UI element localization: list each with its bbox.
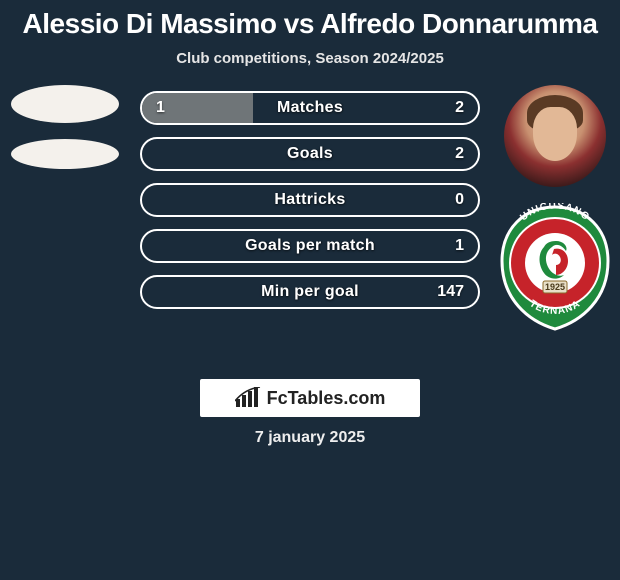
footer-date: 7 january 2025 [0, 429, 620, 447]
left-player-avatar-placeholder [11, 85, 119, 123]
subtitle: Club competitions, Season 2024/2025 [0, 50, 620, 67]
stat-row-matches: 1 Matches 2 [140, 91, 480, 125]
stat-right-value: 1 [455, 237, 464, 255]
stat-right-value: 147 [437, 283, 464, 301]
stat-label: Hattricks [142, 191, 478, 209]
stat-label: Min per goal [142, 283, 478, 301]
stat-rows: 1 Matches 2 Goals 2 Hattricks 0 Goals pe… [140, 91, 480, 309]
stat-label: Goals [142, 145, 478, 163]
stat-row-goals-per-match: Goals per match 1 [140, 229, 480, 263]
stat-row-min-per-goal: Min per goal 147 [140, 275, 480, 309]
comparison-area: UNICUSANO TERNANA 1925 1 Matches 2 Goals… [0, 85, 620, 375]
stat-right-value: 2 [455, 99, 464, 117]
stat-row-hattricks: Hattricks 0 [140, 183, 480, 217]
right-player-avatar [504, 85, 606, 187]
footer-brand-text: FcTables.com [267, 388, 386, 409]
left-player-column [5, 85, 125, 169]
stat-label: Goals per match [142, 237, 478, 255]
footer-brand-badge: FcTables.com [200, 379, 420, 417]
stat-right-value: 2 [455, 145, 464, 163]
right-club-badge: UNICUSANO TERNANA 1925 [496, 203, 614, 331]
stat-right-value: 0 [455, 191, 464, 209]
club-founded-year: 1925 [545, 282, 565, 292]
bar-chart-icon [235, 387, 261, 409]
left-club-placeholder [11, 139, 119, 169]
stat-row-goals: Goals 2 [140, 137, 480, 171]
right-player-column: UNICUSANO TERNANA 1925 [495, 85, 615, 331]
stat-label: Matches [142, 99, 478, 117]
page-title: Alessio Di Massimo vs Alfredo Donnarumma [0, 0, 620, 44]
